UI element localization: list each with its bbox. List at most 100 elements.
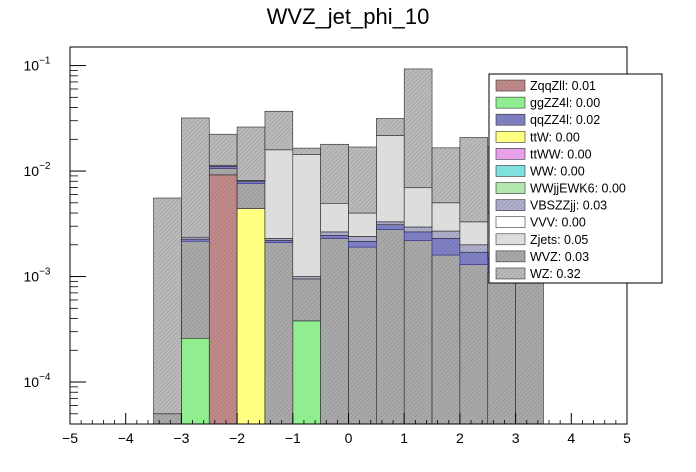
legend-entry: WW: 0.00	[495, 164, 585, 178]
bar-hatch-VBSZZjj-3	[237, 180, 265, 182]
bar-ggZZ4l-1	[181, 337, 210, 425]
x-tick-label-2: −3	[173, 430, 189, 446]
legend-label: ttW: 0.00	[530, 130, 580, 144]
legend-label: ZqqZll: 0.01	[530, 79, 596, 93]
bar-hatch-WVZ-8	[376, 229, 405, 424]
legend-label: ggZZ4l: 0.00	[530, 96, 600, 110]
legend-entry: WWjjEWK6: 0.00	[495, 182, 626, 196]
legend-swatch	[495, 96, 526, 109]
legend-swatch	[495, 148, 526, 160]
bar-hatch-qqZZ4l-10	[432, 238, 460, 256]
bar-hatch-WVZ-9	[404, 240, 433, 424]
chart-title: WVZ_jet_phi_10	[266, 4, 430, 29]
bar-Zjets-5	[292, 154, 321, 277]
legend-label: WW: 0.00	[530, 164, 585, 178]
legend-swatch-hatch	[496, 250, 525, 262]
x-tick-label-3: −2	[229, 430, 245, 446]
legend-entry: qqZZ4l: 0.02	[495, 113, 600, 127]
x-tick-label-0: −5	[62, 430, 78, 446]
bar-hatch-WVZ-1	[181, 241, 210, 339]
x-tick-label-7: 2	[456, 430, 464, 446]
y-tick-label-2: 10−2	[24, 161, 51, 179]
legend-entry: ZqqZll: 0.01	[495, 79, 596, 93]
bar-hatch-qqZZ4l-6	[320, 235, 349, 239]
bar-hatch-WVZ-3	[237, 183, 265, 209]
bar-hatch-qqZZ4l-11	[459, 252, 488, 265]
legend-label: WWjjEWK6: 0.00	[530, 182, 626, 196]
series-WVZ	[153, 168, 544, 425]
bar-Zjets-7	[348, 212, 377, 237]
legend-swatch-hatch	[496, 114, 525, 126]
legend-label: ttWW: 0.00	[530, 147, 592, 161]
bar-hatch-qqZZ4l-8	[376, 224, 405, 230]
y-tick-label-3: 10−1	[24, 56, 51, 74]
legend-entry: WZ: 0.32	[495, 267, 581, 281]
bar-hatch-WZ-7	[348, 147, 377, 214]
bar-hatch-WZ-6	[320, 144, 349, 204]
bar-hatch-VBSZZjj-7	[348, 236, 377, 242]
bar-hatch-ZqqZll-2	[209, 174, 238, 424]
legend-entry: ttW: 0.00	[495, 130, 580, 144]
legend-label: qqZZ4l: 0.02	[530, 113, 600, 127]
x-tick-label-10: 5	[623, 430, 631, 446]
legend-label: WZ: 0.32	[530, 267, 581, 281]
series-ZqqZll	[208, 174, 238, 425]
bar-hatch-VBSZZjj-9	[404, 226, 433, 232]
bar-hatch-qqZZ4l-9	[404, 231, 433, 241]
bar-hatch-qqZZ4l-4	[264, 240, 293, 243]
bar-hatch-qqZZ4l-3	[237, 181, 265, 184]
legend-entry: ttWW: 0.00	[495, 147, 592, 161]
bar-hatch-WZ-2	[209, 134, 238, 166]
legend-swatch	[495, 233, 526, 246]
axes: −5 −4 −3 −2 −1 0 1 2 3 4 5 10−4 10−3 10−2 10−1	[24, 56, 632, 446]
legend-box	[488, 73, 663, 284]
bar-hatch-VBSZZjj-6	[320, 231, 349, 236]
legend-label: VBSZZjj: 0.03	[530, 199, 607, 213]
legend-label: Zjets: 0.05	[530, 233, 588, 247]
bar-ttW-3	[236, 208, 266, 425]
bar-hatch-VBSZZjj-2	[209, 165, 238, 167]
bar-hatch-WVZ-6	[320, 238, 349, 424]
legend-swatch-hatch	[496, 80, 525, 92]
bar-hatch-WVZ-10	[432, 255, 460, 424]
bar-hatch-WVZ-12	[487, 272, 516, 424]
bar-hatch-VBSZZjj-4	[264, 238, 293, 241]
bar-hatch-WZ-11	[459, 137, 488, 222]
bar-Zjets-8	[376, 135, 405, 223]
legend: ZqqZll: 0.01 ggZZ4l: 0.00 qqZZ4l: 0.02 ttW:…	[488, 73, 663, 284]
legend-swatch	[495, 182, 526, 194]
x-tick-label-5: 0	[345, 430, 353, 446]
bar-hatch-WZ-3	[237, 127, 265, 181]
legend-swatch-hatch	[496, 267, 525, 279]
y-tick-label-1: 10−3	[24, 267, 51, 285]
bar-hatch-WZ-0	[153, 198, 182, 414]
bar-hatch-WZ-1	[181, 117, 210, 238]
bar-ggZZ4l-5	[292, 320, 321, 425]
bar-hatch-WZ-4	[264, 111, 293, 150]
legend-entry: VVV: 0.00	[495, 216, 586, 230]
bar-Zjets-9	[403, 187, 433, 228]
bar-hatch-VBSZZjj-10	[432, 231, 460, 239]
legend-label: WVZ: 0.03	[530, 250, 589, 264]
legend-swatch	[495, 216, 526, 229]
y-tick-label-0: 10−4	[24, 372, 51, 390]
legend-swatch	[495, 130, 526, 143]
bar-hatch-WVZ-11	[459, 264, 488, 424]
x-tick-label-9: 4	[567, 430, 575, 446]
bar-hatch-VBSZZjj-11	[459, 244, 488, 253]
legend-entry: WVZ: 0.03	[495, 250, 589, 264]
x-tick-label-1: −4	[118, 430, 134, 446]
bar-hatch-qqZZ4l-2	[209, 166, 238, 169]
bar-hatch-WVZ-2	[209, 168, 238, 175]
x-tick-label-6: 1	[400, 430, 408, 446]
bar-hatch-WVZ-4	[264, 242, 293, 424]
bar-Zjets-6	[320, 202, 349, 233]
series-ttW	[236, 208, 266, 425]
x-tick-label-8: 3	[512, 430, 520, 446]
bar-hatch-WZ-10	[432, 147, 460, 203]
bar-hatch-qqZZ4l-7	[348, 241, 377, 248]
bar-hatch-WVZ-5	[292, 278, 321, 321]
bar-hatch-WVZ-0	[153, 413, 182, 424]
bar-hatch-VBSZZjj-1	[181, 237, 210, 240]
